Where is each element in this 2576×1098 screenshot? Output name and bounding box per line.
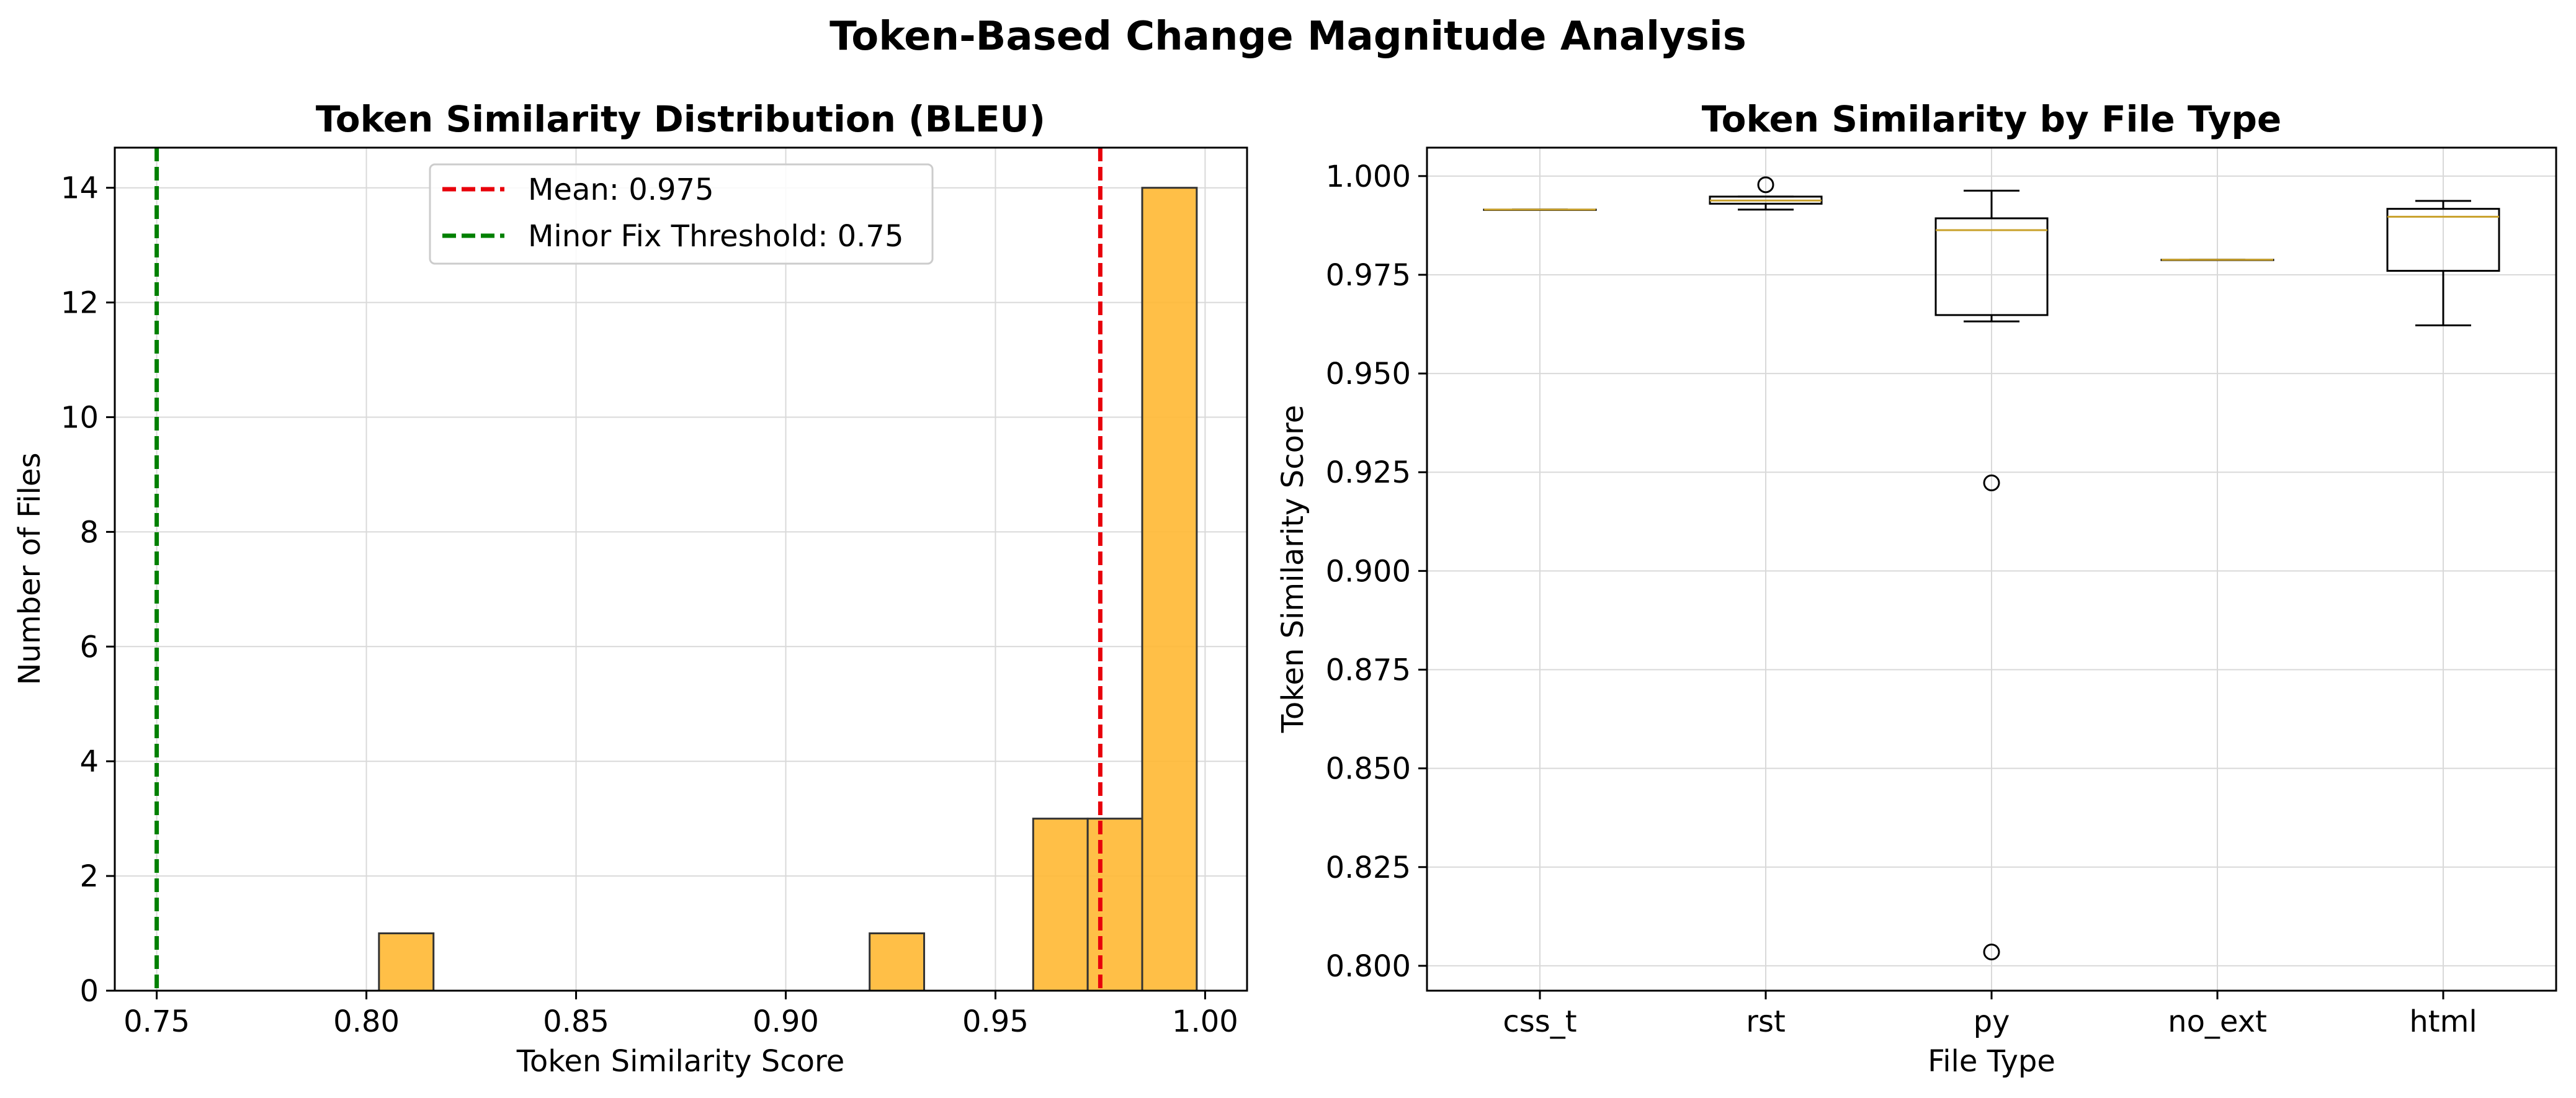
- y-tick-label: 0.875: [1326, 653, 1411, 687]
- y-tick-label: 0.950: [1326, 357, 1411, 391]
- boxplot-title: Token Similarity by File Type: [1702, 98, 2282, 140]
- figure-suptitle: Token-Based Change Magnitude Analysis: [830, 14, 1746, 60]
- x-tick-label: 0.85: [543, 1004, 609, 1039]
- y-tick-label: 1.000: [1326, 159, 1411, 194]
- histogram-x-ticks: 0.75 0.80 0.85 0.90 0.95 1.00: [123, 991, 1238, 1039]
- box-body: [1934, 217, 2049, 316]
- y-tick-label: 14: [61, 171, 99, 206]
- histogram-axes-frame: [114, 146, 1248, 992]
- y-tick-label: 4: [79, 744, 99, 779]
- histogram-bar: [1141, 187, 1198, 992]
- y-tick-label: 8: [79, 515, 99, 550]
- x-tick-label: css_t: [1503, 1004, 1576, 1039]
- histogram-bars: [378, 187, 1198, 992]
- x-tick-label: 0.95: [962, 1004, 1029, 1039]
- x-tick-label: html: [2409, 1004, 2477, 1039]
- legend-mean-label: Mean: 0.975: [528, 172, 714, 207]
- histogram-bar: [869, 932, 926, 992]
- x-tick-label: py: [1974, 1004, 2010, 1039]
- histogram-title: Token Similarity Distribution (BLEU): [316, 98, 1045, 140]
- y-tick-label: 0: [79, 974, 99, 1009]
- x-tick-label: 0.80: [333, 1004, 400, 1039]
- box-rst: [1709, 176, 1823, 211]
- histogram-panel: 0.75 0.80 0.85 0.90 0.95 1.00 0 2 4 6 8 10 12 14 Tok…: [12, 98, 1248, 1079]
- histogram-bar: [1032, 818, 1089, 992]
- boxplot-boxes: [1483, 176, 2500, 961]
- box-html: [2386, 200, 2500, 326]
- histogram-legend: Mean: 0.975 Minor Fix Threshold: 0.75: [429, 163, 934, 265]
- boxplot-panel: css_t rst py no_ext html 0.800 0.825 0.850 0.87…: [1276, 98, 2557, 1079]
- histogram-reference-lines: [154, 148, 1102, 991]
- y-tick-label: 12: [61, 286, 99, 321]
- boxplot-y-ticks: 0.800 0.825 0.850 0.875 0.900 0.925 0.950 0.975…: [1326, 159, 1427, 984]
- histogram-bar: [378, 932, 435, 992]
- boxplot-y-label: Token Similarity Score: [1276, 405, 1310, 733]
- box-py: [1934, 189, 2049, 961]
- legend-threshold-label: Minor Fix Threshold: 0.75: [528, 219, 904, 254]
- boxplot-grid: [1427, 148, 2556, 991]
- x-tick-label: 1.00: [1172, 1004, 1238, 1039]
- y-tick-label: 10: [61, 401, 99, 435]
- histogram-x-label: Token Similarity Score: [516, 1044, 844, 1079]
- outlier-point: [1983, 474, 2000, 491]
- histogram-y-label: Number of Files: [12, 453, 47, 685]
- y-tick-label: 0.850: [1326, 752, 1411, 787]
- x-tick-label: rst: [1746, 1004, 1786, 1039]
- legend-frame: [429, 163, 934, 265]
- y-tick-label: 0.975: [1326, 258, 1411, 293]
- outlier-point: [1757, 176, 1774, 194]
- x-tick-label: no_ext: [2168, 1004, 2267, 1039]
- boxplot-x-ticks: css_t rst py no_ext html: [1503, 991, 2477, 1039]
- boxplot-x-label: File Type: [1928, 1044, 2055, 1079]
- x-tick-label: 0.90: [753, 1004, 819, 1039]
- histogram-bar: [1086, 818, 1143, 992]
- y-tick-label: 2: [79, 859, 99, 894]
- y-tick-label: 0.800: [1326, 949, 1411, 984]
- y-tick-label: 0.925: [1326, 455, 1411, 490]
- histogram-y-ticks: 0 2 4 6 8 10 12 14: [61, 171, 115, 1009]
- y-tick-label: 0.825: [1326, 850, 1411, 885]
- box-body: [2386, 208, 2500, 272]
- y-tick-label: 0.900: [1326, 554, 1411, 589]
- outlier-point: [1983, 944, 2000, 961]
- y-tick-label: 6: [79, 630, 99, 664]
- box-no_ext: [2160, 259, 2274, 261]
- x-tick-label: 0.75: [123, 1004, 190, 1039]
